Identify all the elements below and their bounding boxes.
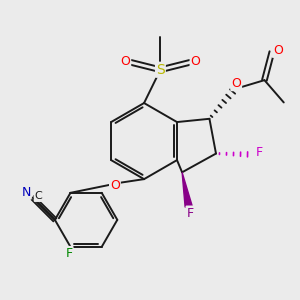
Text: C: C xyxy=(35,191,42,201)
Text: O: O xyxy=(273,44,283,57)
Text: F: F xyxy=(65,247,73,260)
Text: O: O xyxy=(231,77,241,90)
Text: F: F xyxy=(187,206,194,220)
Text: O: O xyxy=(190,55,200,68)
Text: O: O xyxy=(110,179,120,192)
Polygon shape xyxy=(182,172,192,207)
Text: N: N xyxy=(21,186,31,199)
Text: F: F xyxy=(256,146,263,160)
Text: O: O xyxy=(120,55,130,68)
Text: S: S xyxy=(156,63,165,77)
